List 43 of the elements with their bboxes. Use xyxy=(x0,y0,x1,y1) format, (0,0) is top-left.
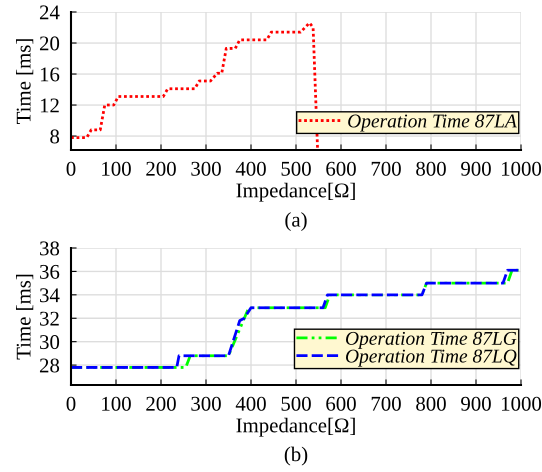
x-tick-label: 900 xyxy=(461,162,491,176)
x-axis-title: Impedance[Ω] xyxy=(236,182,355,202)
x-tick-label: 800 xyxy=(416,396,446,411)
text: (b) xyxy=(284,446,308,466)
y-tick-label: 16 xyxy=(40,67,60,82)
y-tick-label: 28 xyxy=(40,358,60,373)
x-tick-label: 200 xyxy=(146,162,176,176)
x-tick-label: 800 xyxy=(416,162,446,176)
y-tick-label: 20 xyxy=(40,36,60,50)
x-tick-label: 400 xyxy=(236,396,266,411)
y-tick-label: 12 xyxy=(40,98,59,112)
y-tick-label: 24 xyxy=(40,5,60,20)
x-tick-label: 600 xyxy=(326,162,356,176)
x-tick-label: 0 xyxy=(66,162,76,176)
text: (a) xyxy=(285,212,307,231)
y-tick-label: 32 xyxy=(40,312,59,326)
y-axis-title: Time [ms] xyxy=(16,39,34,124)
x-tick-label: 300 xyxy=(191,396,221,411)
y-tick-label: 8 xyxy=(50,129,60,144)
y-tick-label: 38 xyxy=(40,241,60,256)
x-tick-label: 1000 xyxy=(502,162,542,176)
x-axis-title: Impedance[Ω] xyxy=(236,418,355,437)
x-tick-label: 0 xyxy=(66,396,76,411)
x-tick-label: 500 xyxy=(282,162,311,176)
legend-label: Operation Time 87LQ xyxy=(346,350,516,367)
legend-label: Operation Time 87LG xyxy=(346,332,516,349)
y-tick-label: 30 xyxy=(40,335,60,350)
y-tick-label: 34 xyxy=(40,288,60,302)
legend-label: Operation Time 87LA xyxy=(348,114,517,132)
y-tick-label: 36 xyxy=(40,264,60,279)
x-tick-label: 500 xyxy=(282,396,311,411)
line-series xyxy=(71,21,319,150)
x-tick-label: 1000 xyxy=(502,396,542,411)
x-tick-label: 700 xyxy=(372,162,401,176)
x-tick-label: 200 xyxy=(146,396,176,411)
x-tick-label: 400 xyxy=(236,162,266,176)
y-axis-title: Time [ms] xyxy=(16,274,34,360)
x-tick-label: 100 xyxy=(102,396,131,411)
x-tick-label: 600 xyxy=(326,396,356,411)
x-tick-label: 300 xyxy=(191,162,221,176)
x-tick-label: 100 xyxy=(102,162,131,176)
x-tick-label: 700 xyxy=(372,396,401,411)
x-tick-label: 900 xyxy=(461,396,491,411)
